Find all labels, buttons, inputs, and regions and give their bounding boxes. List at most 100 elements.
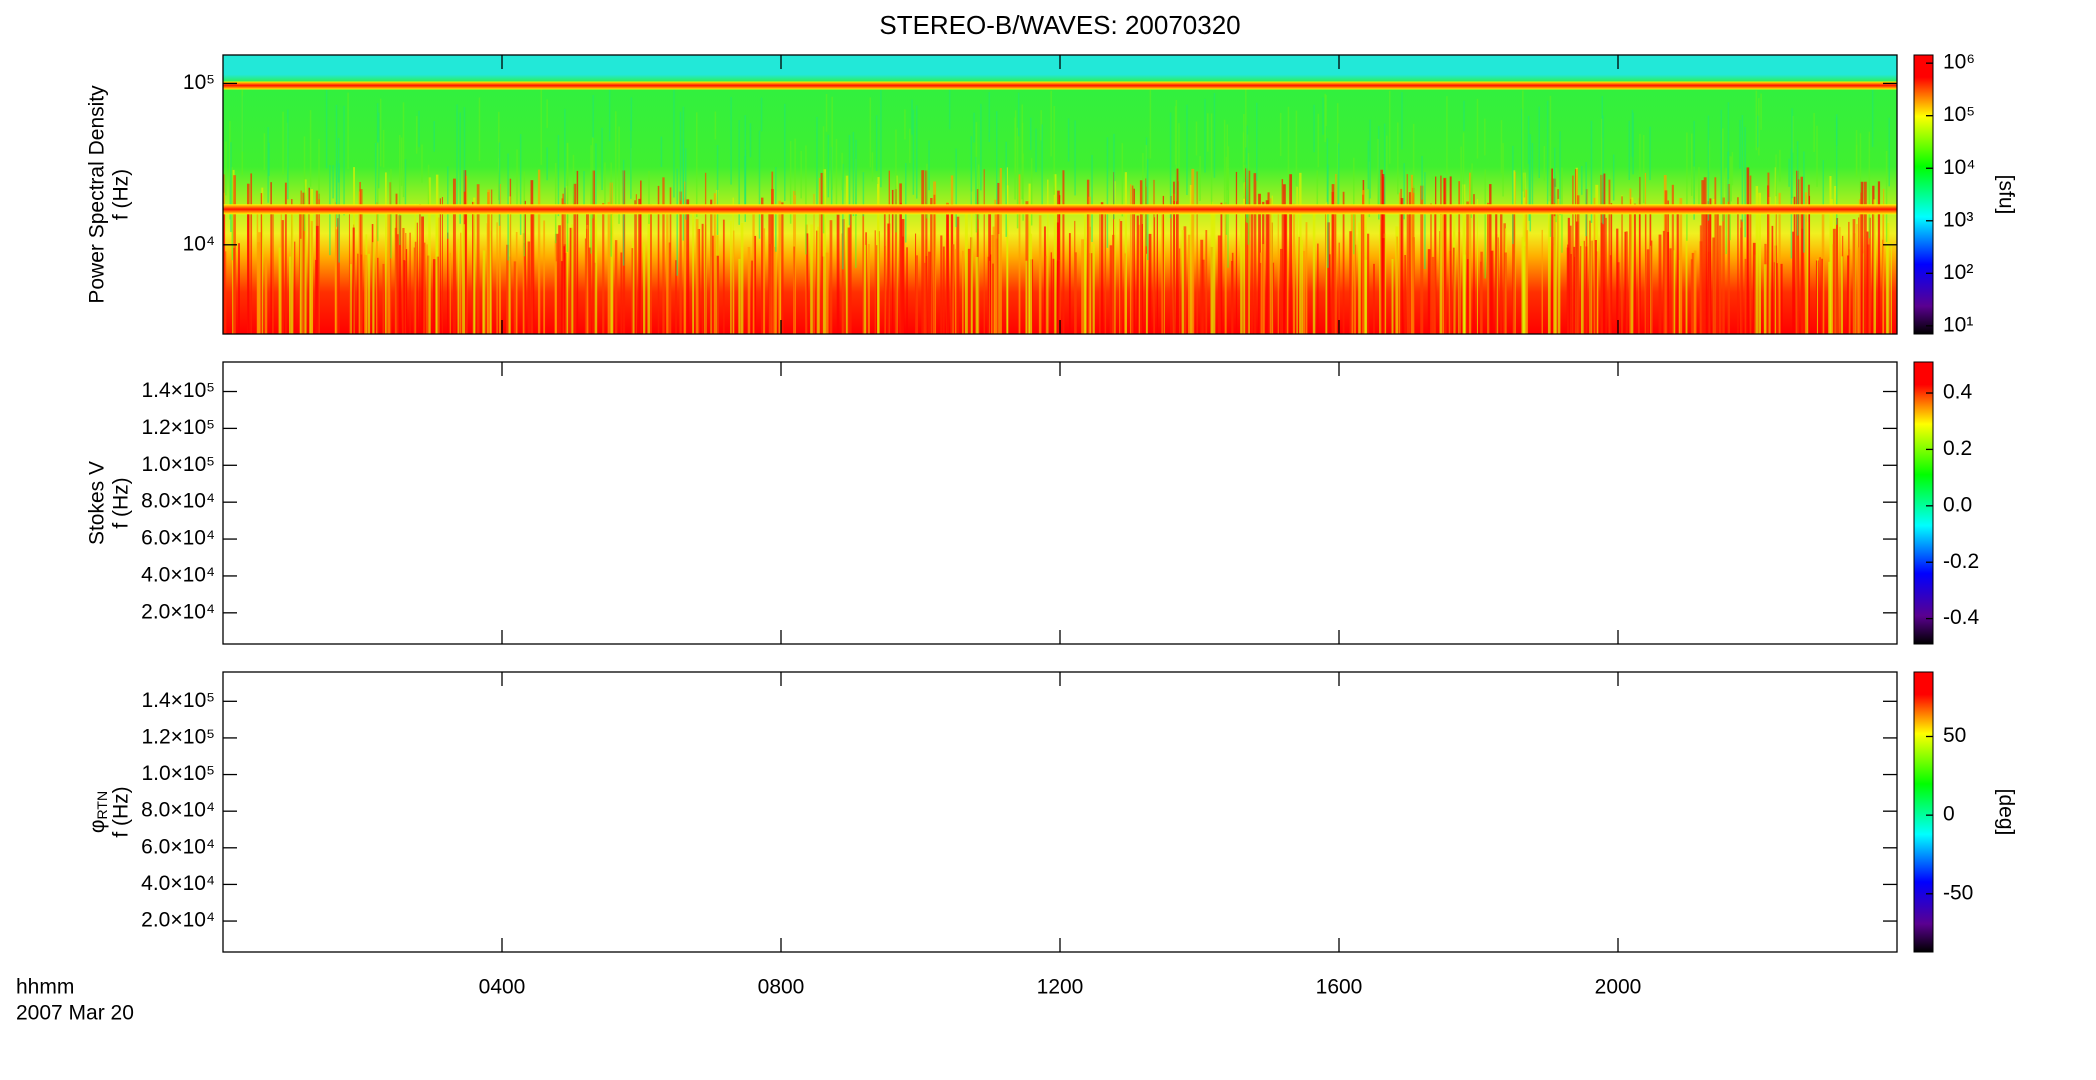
colorbar-tick-label: 0.0 xyxy=(1943,493,1972,516)
spectrogram-stripe xyxy=(1739,119,1741,169)
spectrogram-stripe xyxy=(1269,198,1272,334)
spectrogram-stripe xyxy=(768,212,772,334)
spectrogram-stripe xyxy=(357,253,359,334)
spectrogram-stripe xyxy=(1691,252,1695,334)
spectrogram-stripe xyxy=(923,262,926,334)
spectrogram-stripe xyxy=(1602,115,1604,225)
colorbar-tick-label: 10⁵ xyxy=(1943,103,1975,126)
spectrogram-stripe xyxy=(1178,248,1181,334)
spectrogram-stripe xyxy=(377,142,379,242)
spectrogram-stripe xyxy=(1523,169,1526,198)
plot-frame xyxy=(222,361,1898,645)
spectrogram-stripe xyxy=(560,261,563,334)
spectrogram-stripe xyxy=(476,184,480,334)
spectrogram-stripe xyxy=(1136,215,1139,334)
spectrogram-stripe xyxy=(1835,114,1838,146)
spectrogram-stripe xyxy=(928,140,930,191)
spectrogram-stripe xyxy=(1226,124,1229,191)
spectrogram-stripe xyxy=(930,197,933,334)
spectrogram-stripe xyxy=(1709,198,1712,334)
spectrogram-stripe xyxy=(841,152,843,190)
spectrogram-stripe xyxy=(669,187,672,334)
spectrogram-stripe xyxy=(1816,125,1818,187)
spectrogram-stripe xyxy=(863,244,867,334)
spectrogram-stripe xyxy=(987,256,990,334)
spectrogram-stripe xyxy=(1334,204,1337,334)
spectrogram-stripe xyxy=(1690,133,1693,196)
spectrogram-stripe xyxy=(1014,110,1017,173)
spectrogram-stripe xyxy=(820,172,823,334)
spectrogram-stripe xyxy=(862,172,865,217)
spectrogram-stripe xyxy=(869,97,872,168)
spectrogram-stripe xyxy=(419,204,421,334)
spectrogram-stripe xyxy=(1645,205,1647,334)
spectrogram-stripe xyxy=(310,221,313,334)
spectrogram-stripe xyxy=(676,168,678,276)
spectrogram-stripe xyxy=(1790,148,1793,259)
spectrogram-stripe xyxy=(818,177,821,334)
spectrogram-stripe xyxy=(754,235,757,334)
x-tick-label: 2000 xyxy=(1595,976,1642,999)
spectrogram-stripe xyxy=(1885,244,1888,334)
spectrogram-stripe xyxy=(1030,233,1033,334)
spectrogram-stripe xyxy=(1476,98,1479,159)
spectrogram-stripe xyxy=(1580,240,1584,334)
spectrogram-stripe xyxy=(615,111,617,210)
spectrogram-stripe xyxy=(439,198,441,334)
spectrogram-stripe xyxy=(942,246,945,334)
spectrogram-stripe xyxy=(516,149,518,214)
spectrogram-stripe xyxy=(921,170,925,334)
spectrogram-stripe xyxy=(1678,259,1681,334)
spectrogram-stripe xyxy=(1124,172,1127,334)
spectrogram-stripe xyxy=(740,222,744,334)
spectrogram-stripe xyxy=(1246,125,1248,218)
spectrogram-stripe xyxy=(823,169,826,334)
spectrogram-stripe xyxy=(722,219,725,334)
spectrogram-stripe xyxy=(1487,202,1490,334)
spectrogram-stripe xyxy=(1867,244,1871,334)
spectrogram-stripe xyxy=(1633,203,1636,334)
spectrogram-stripe xyxy=(487,189,491,334)
spectrogram-stripe xyxy=(1439,214,1442,334)
spectrogram-stripe xyxy=(604,162,606,214)
spectrogram-stripe xyxy=(1727,102,1730,180)
spectrogram-stripe xyxy=(588,247,592,334)
spectrogram-stripe xyxy=(1803,151,1805,253)
spectrogram-stripe xyxy=(751,260,753,334)
spectrogram-stripe xyxy=(1406,174,1408,334)
spectrogram-stripe xyxy=(557,135,560,217)
spectrogram-stripe xyxy=(1337,143,1340,209)
spectrogram-stripe xyxy=(1839,226,1841,334)
spectrogram-stripe xyxy=(462,224,466,334)
spectrogram-stripe xyxy=(1195,121,1198,156)
spectrogram-stripe xyxy=(1114,181,1116,334)
spectrogram-stripe xyxy=(1178,123,1180,182)
spectrogram-stripe xyxy=(1038,215,1042,334)
x-axis-label: 2007 Mar 20 xyxy=(16,1002,134,1025)
spectrogram-stripe xyxy=(347,92,349,170)
spectrogram-stripe xyxy=(241,90,243,176)
spectrogram-stripe xyxy=(540,89,542,165)
spectrogram-stripe xyxy=(1104,210,1107,334)
spectrogram-stripe xyxy=(1386,135,1388,171)
spectrogram-stripe xyxy=(1350,204,1354,334)
spectrogram-stripe xyxy=(954,249,957,334)
spectrogram-stripe xyxy=(1183,226,1187,334)
spectrogram-stripe xyxy=(618,126,620,224)
spectrogram-stripe xyxy=(1139,180,1143,334)
spectrogram-stripe xyxy=(1367,233,1370,334)
spectrogram-stripe xyxy=(1398,192,1401,334)
spectrogram-stripe xyxy=(1821,210,1825,334)
spectrogram-stripe xyxy=(817,226,820,334)
spectrogram-stripe xyxy=(1258,193,1261,334)
colorbar-tick-label: 50 xyxy=(1943,724,1966,747)
spectrogram-stripe xyxy=(247,209,250,334)
spectrogram-stripe xyxy=(1088,196,1091,334)
spectrogram-stripe xyxy=(1569,225,1572,334)
spectrogram-stripe xyxy=(614,240,618,334)
spectrogram-stripe xyxy=(1041,124,1043,211)
spectrogram-stripe xyxy=(1780,263,1783,334)
spectrogram-stripe xyxy=(1329,254,1331,334)
spectrogram-stripe xyxy=(515,231,518,334)
spectrogram-stripe xyxy=(1763,264,1767,334)
